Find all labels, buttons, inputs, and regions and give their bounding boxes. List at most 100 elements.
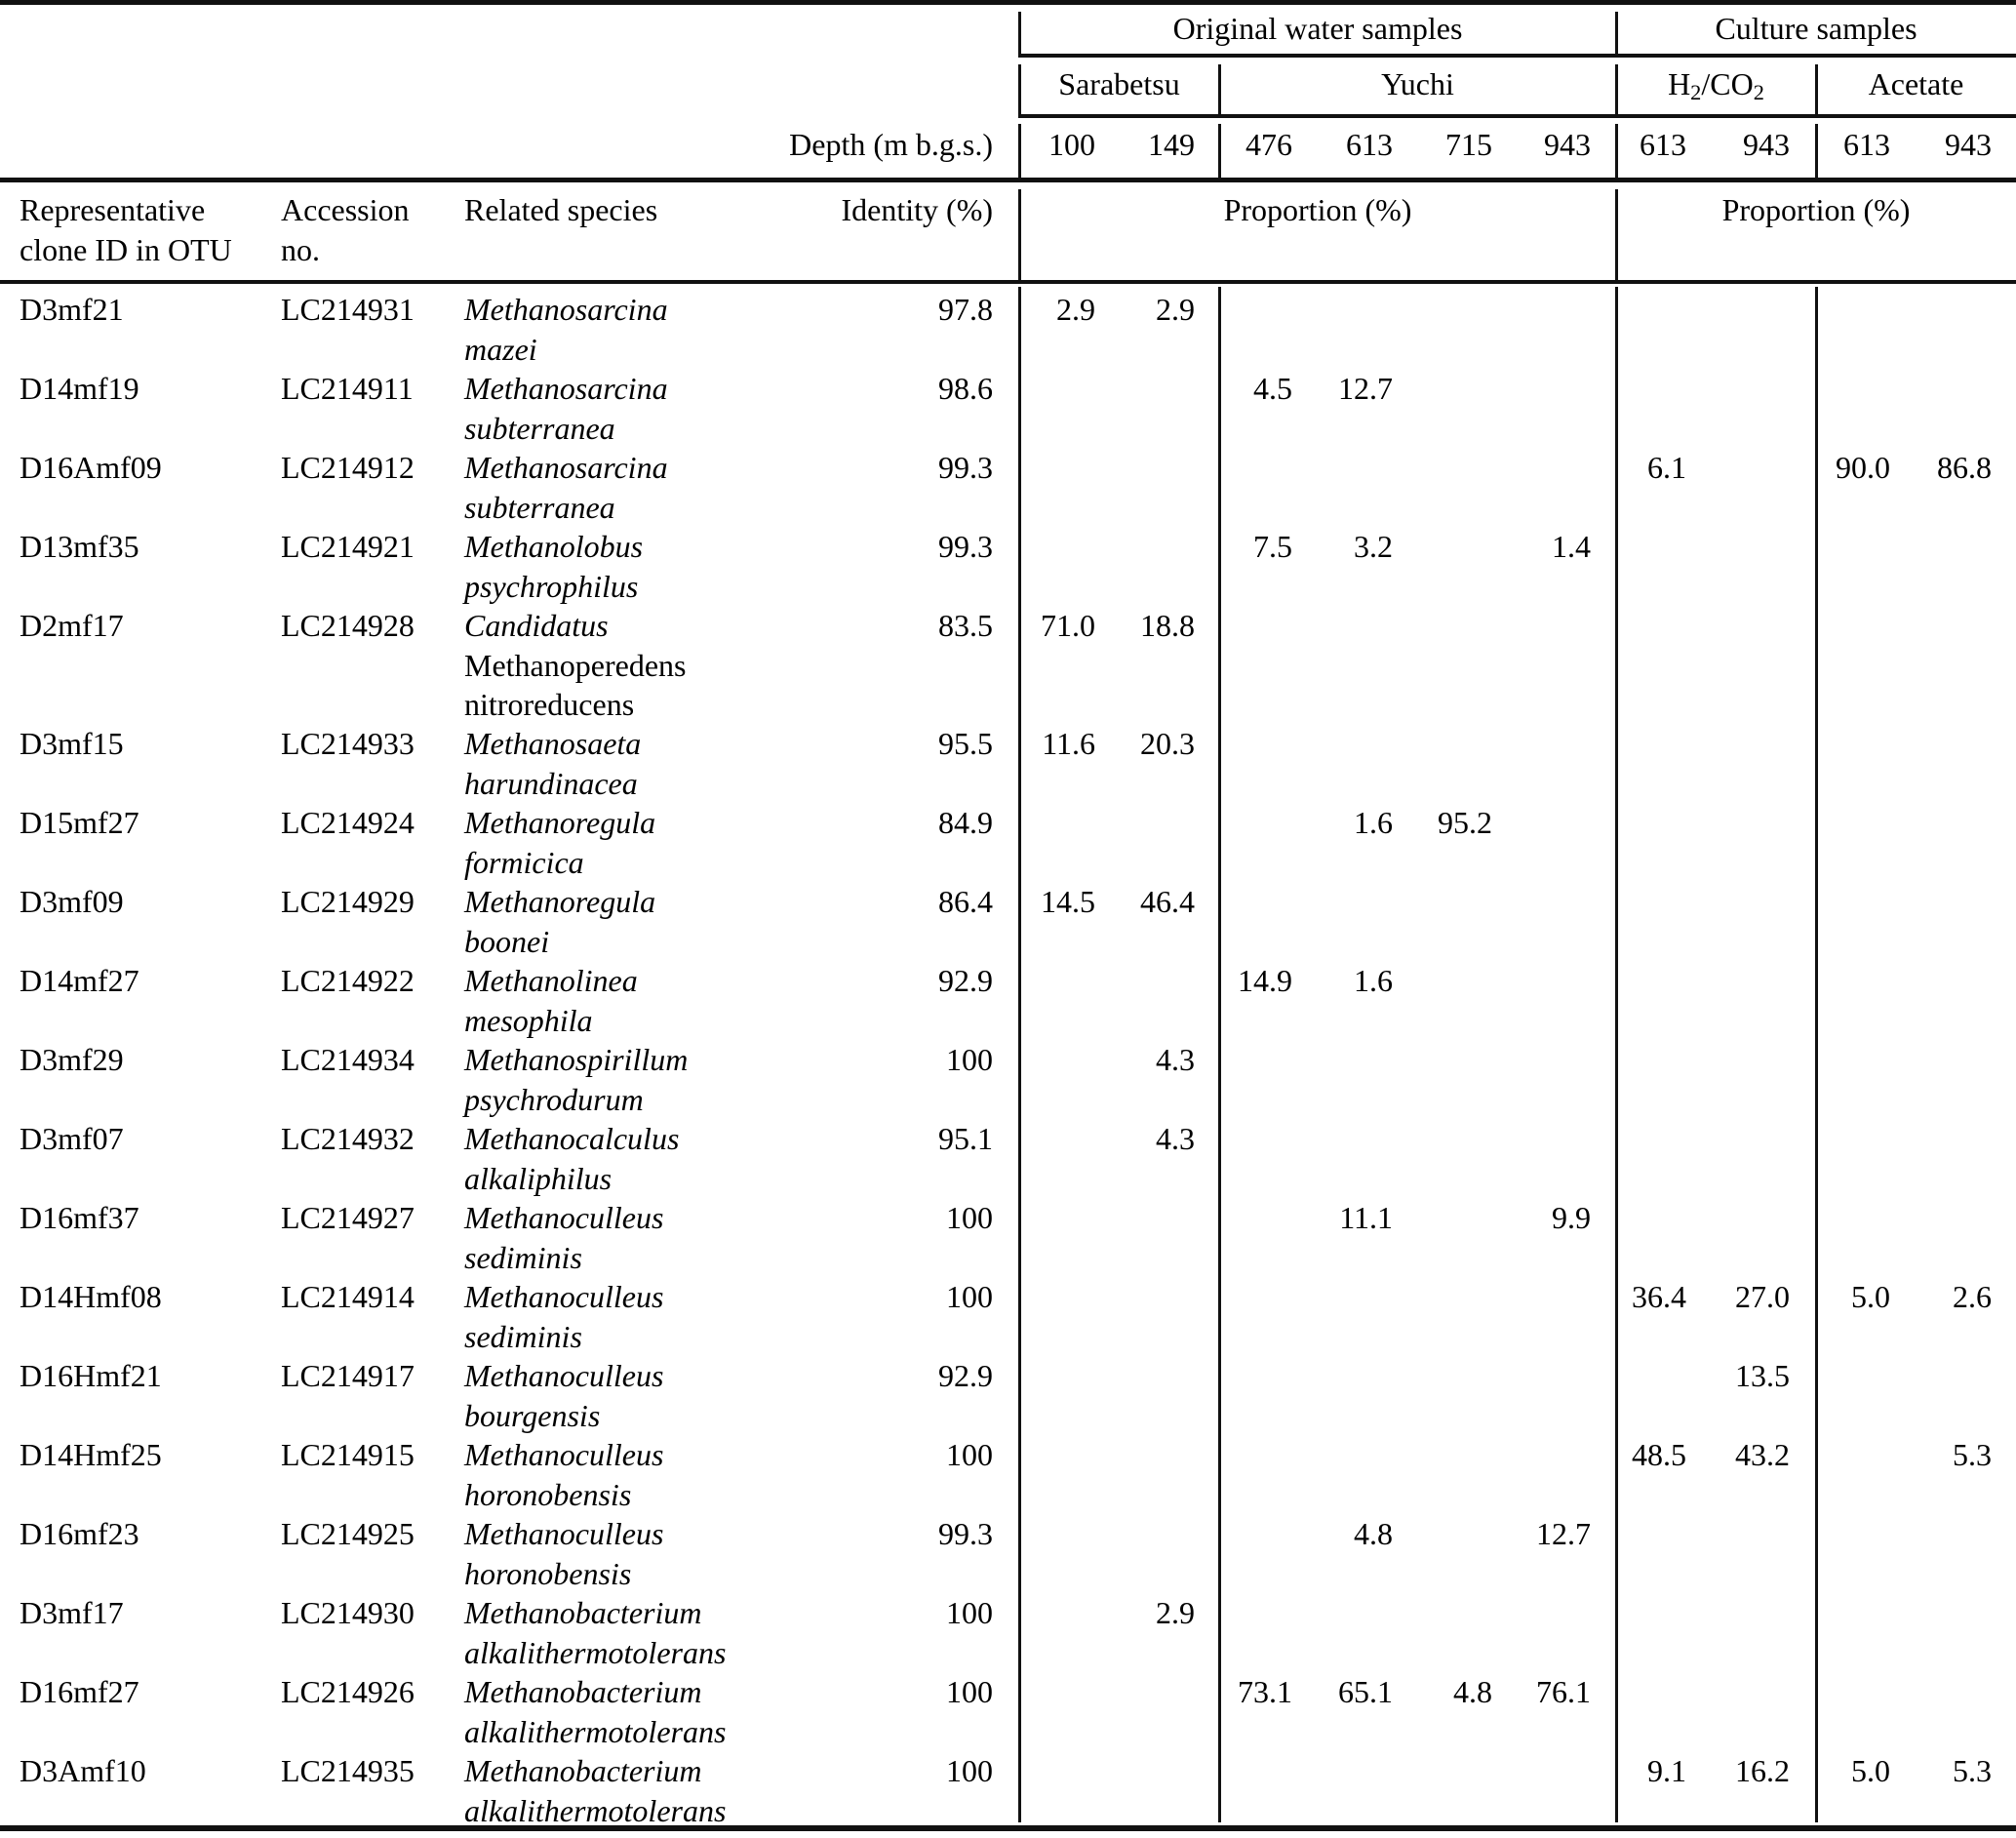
identity-cell: 100	[946, 1437, 993, 1472]
depth-value: 943	[1743, 127, 1790, 162]
species-cell: Methanoculleus bourgensis	[464, 1356, 801, 1435]
identity-cell: 84.9	[938, 805, 993, 840]
species-line: formicica	[464, 844, 584, 880]
identity-cell: 86.4	[938, 884, 993, 919]
accession-cell: LC214915	[281, 1437, 415, 1472]
species-cell: Methanoculleus sediminis	[464, 1198, 801, 1277]
clone-id-cell: D15mf27	[20, 805, 139, 840]
table-row: D14mf27 LC214922 Methanolinea mesophila 92.9…	[0, 955, 2016, 1038]
species-line: Methanobacterium	[464, 1674, 702, 1709]
table-row: D15mf27 LC214924 Methanoregula formicica 84.…	[0, 797, 2016, 880]
proportion-value-cell: 20.3	[1140, 726, 1195, 761]
table-row: D3mf29 LC214934 Methanospirillum psychrodur…	[0, 1034, 2016, 1117]
depth-value: 613	[1843, 127, 1890, 162]
species-cell: Methanobacterium alkalithermotolerans	[464, 1672, 801, 1751]
clone-id-cell: D3mf09	[20, 884, 124, 919]
depth-value: 149	[1148, 127, 1195, 162]
species-line: Methanobacterium	[464, 1753, 702, 1788]
species-line: Methanosarcina	[464, 371, 668, 406]
column-separator-line	[1615, 64, 1618, 114]
species-line: Methanospirillum	[464, 1042, 689, 1077]
species-cell: Methanoregula boonei	[464, 882, 801, 961]
subgroup-label-part: /CO	[1701, 66, 1754, 101]
accession-cell: LC214924	[281, 805, 415, 840]
column-separator-line	[1018, 124, 1021, 178]
species-line: horonobensis	[464, 1476, 632, 1512]
table-row: D16mf27 LC214926 Methanobacterium alkalithe…	[0, 1666, 2016, 1749]
rule-under-depth	[0, 178, 2016, 182]
species-cell: Methanoculleus horonobensis	[464, 1514, 801, 1593]
proportion-value-cell: 4.8	[1453, 1674, 1492, 1709]
species-line: alkaliphilus	[464, 1160, 613, 1196]
group-header-culture: Culture samples	[1715, 11, 1917, 46]
column-header-proportion-water: Proportion (%)	[1223, 192, 1412, 227]
proportion-value-cell: 4.3	[1156, 1121, 1195, 1156]
species-line: alkalithermotolerans	[464, 1792, 727, 1828]
proportion-value-cell: 14.9	[1238, 963, 1292, 998]
proportion-value-cell: 2.9	[1056, 292, 1095, 327]
proportion-value-cell: 1.4	[1552, 529, 1591, 564]
identity-cell: 100	[946, 1674, 993, 1709]
identity-cell: 83.5	[938, 608, 993, 643]
identity-cell: 100	[946, 1595, 993, 1630]
proportion-value-cell: 11.6	[1042, 726, 1095, 761]
subgroup-label-part: H	[1668, 66, 1691, 101]
proportion-value-cell: 7.5	[1253, 529, 1292, 564]
accession-cell: LC214933	[281, 726, 415, 761]
accession-cell: LC214929	[281, 884, 415, 919]
species-cell: Methanosarcina subterranea	[464, 369, 801, 448]
proportion-value-cell: 2.9	[1156, 1595, 1195, 1630]
proportion-value-cell: 5.3	[1953, 1437, 1992, 1472]
column-separator-line	[1218, 64, 1221, 114]
proportion-value-cell: 71.0	[1041, 608, 1095, 643]
identity-cell: 100	[946, 1200, 993, 1235]
rule-under-sites	[1018, 114, 2016, 118]
proportion-value-cell: 16.2	[1735, 1753, 1790, 1788]
species-line: Methanoregula	[464, 884, 656, 919]
table-row: D14mf19 LC214911 Methanosarcina subterranea…	[0, 363, 2016, 446]
table-row: D3Amf10 LC214935 Methanobacterium alkalithe…	[0, 1745, 2016, 1828]
table-row: D2mf17 LC214928 Candidatus Methanoperedens n…	[0, 600, 2016, 722]
accession-cell: LC214921	[281, 529, 415, 564]
column-separator-line	[1018, 64, 1021, 114]
table-row: D16mf37 LC214927 Methanoculleus sediminis 10…	[0, 1192, 2016, 1275]
subgroup-header-sarabetsu: Sarabetsu	[1058, 66, 1180, 101]
species-cell: Methanosaeta harundinacea	[464, 724, 801, 803]
species-line: Methanoculleus	[464, 1516, 664, 1551]
clone-id-cell: D14Hmf08	[20, 1279, 162, 1314]
species-line: psychrophilus	[464, 568, 639, 604]
column-header-accession-line2: no.	[281, 231, 320, 267]
species-line: Candidatus	[464, 608, 609, 643]
column-separator-line	[1815, 124, 1818, 178]
subgroup-header-h2co2: H2/CO2	[1616, 64, 1816, 112]
proportion-value-cell: 4.3	[1156, 1042, 1195, 1077]
table-row: D14Hmf08 LC214914 Methanoculleus sediminis 1…	[0, 1271, 2016, 1354]
depth-value: 943	[1945, 127, 1992, 162]
proportion-value-cell: 3.2	[1354, 529, 1393, 564]
species-cell: Methanosarcina mazei	[464, 290, 801, 369]
depth-label: Depth (m b.g.s.)	[789, 127, 993, 162]
clone-id-cell: D16mf27	[20, 1674, 139, 1709]
species-cell: Methanospirillum psychrodurum	[464, 1040, 801, 1119]
clone-id-cell: D3mf29	[20, 1042, 124, 1077]
proportion-value-cell: 95.2	[1438, 805, 1492, 840]
identity-cell: 100	[946, 1753, 993, 1788]
accession-cell: LC214930	[281, 1595, 415, 1630]
proportion-value-cell: 1.6	[1354, 805, 1393, 840]
species-cell: Candidatus Methanoperedens nitroreducens	[464, 606, 801, 725]
species-cell: Methanocalculus alkaliphilus	[464, 1119, 801, 1198]
identity-cell: 99.3	[938, 450, 993, 485]
proportion-value-cell: 4.8	[1354, 1516, 1393, 1551]
species-line: Methanosarcina	[464, 450, 668, 485]
clone-id-cell: D14mf27	[20, 963, 139, 998]
identity-cell: 92.9	[938, 1358, 993, 1393]
proportion-value-cell: 12.7	[1338, 371, 1393, 406]
species-line: psychrodurum	[464, 1081, 644, 1117]
proportion-value-cell: 27.0	[1735, 1279, 1790, 1314]
clone-id-cell: D3Amf10	[20, 1753, 146, 1788]
subgroup-header-yuchi: Yuchi	[1381, 66, 1454, 101]
identity-cell: 95.5	[938, 726, 993, 761]
proportion-value-cell: 2.6	[1953, 1279, 1992, 1314]
column-separator-line	[1018, 12, 1021, 54]
column-header-species: Related species	[464, 192, 658, 227]
